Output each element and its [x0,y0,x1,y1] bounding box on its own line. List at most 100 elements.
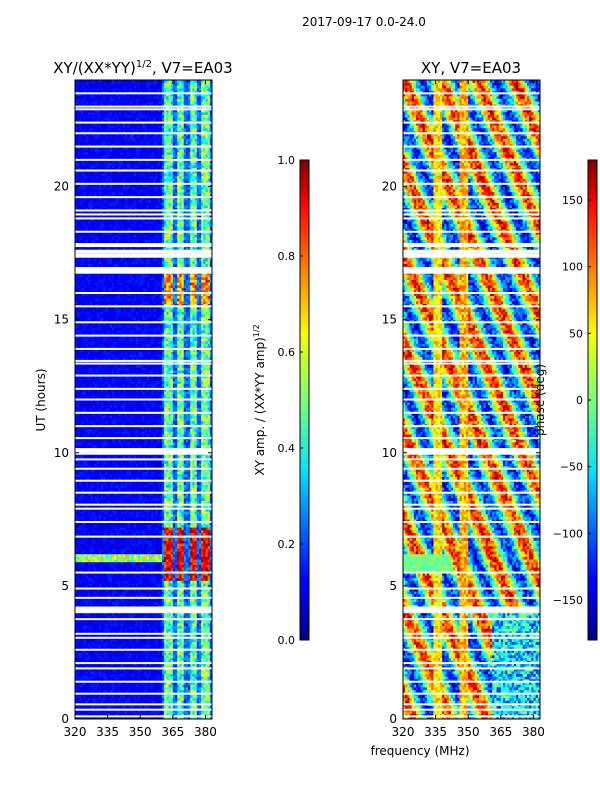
left-heatmap-cell [107,519,111,523]
left-heatmap-cell [151,655,154,659]
left-heatmap-cell [172,567,176,571]
left-heatmap-cell [188,628,191,632]
left-heatmap-cell [148,668,152,672]
left-heatmap-cell [83,516,87,520]
left-heatmap-cell [133,513,137,517]
left-heatmap-cell [75,655,78,659]
left-heatmap-cell [81,543,84,547]
left-heatmap-cell [103,519,106,523]
left-heatmap-cell [181,524,185,528]
left-heatmap-cell [107,681,111,685]
left-heatmap-cell [94,660,98,664]
left-heatmap-cell [90,516,93,520]
left-heatmap-cell [181,567,185,571]
left-heatmap-cell [205,561,208,565]
left-heatmap-cell [131,628,135,632]
left-heatmap-cell [135,527,139,531]
left-heatmap-cell [201,572,204,576]
left-heatmap-cell [151,620,154,624]
left-heatmap-cell [183,681,187,685]
left-heatmap-cell [179,639,182,643]
left-heatmap-cell [177,540,180,544]
left-heatmap-cell [177,679,180,683]
left-heatmap-cell [118,711,121,714]
left-heatmap-cell [183,639,187,643]
left-heatmap-cell [94,545,98,549]
left-heatmap-cell [177,647,180,651]
left-heatmap-cell [205,633,208,637]
left-heatmap-cell [148,580,152,584]
left-heatmap-cell [85,615,89,619]
left-heatmap-cell [105,529,108,533]
left-heatmap-cell [92,716,95,719]
left-heatmap-cell [92,548,95,552]
left-heatmap-cell [148,524,152,528]
left-heatmap-cell [209,537,212,541]
left-heatmap-cell [114,641,117,645]
left-heatmap-cell [164,625,167,629]
left-heatmap-cell [116,649,119,653]
left-heatmap-cell [101,615,104,619]
left-heatmap-cell [192,644,195,648]
left-heatmap-cell [133,529,137,533]
left-heatmap-cell [142,700,145,704]
left-heatmap-cell [159,553,163,557]
left-heatmap-cell [85,521,89,525]
left-heatmap-cell [177,681,180,685]
left-heatmap-cell [140,604,143,608]
left-heatmap-cell [114,516,117,520]
left-heatmap-cell [114,551,117,555]
left-heatmap-cell [88,532,91,536]
left-heatmap-cell [168,671,171,675]
left-heatmap-cell [201,644,204,648]
left-heatmap-cell [116,564,119,568]
left-heatmap-cell [105,516,108,520]
left-heatmap-cell [88,631,91,635]
left-heatmap-cell [131,625,135,629]
left-heatmap-cell [138,540,141,544]
left-heatmap-cell [157,601,161,605]
left-heatmap-cell [83,532,87,536]
left-heatmap-cell [205,641,208,645]
left-heatmap-cell [201,564,204,568]
left-heatmap-cell [77,567,80,571]
left-heatmap-cell [146,508,150,512]
left-heatmap-cell [183,601,187,605]
left-heatmap-cell [192,615,195,619]
left-heatmap-cell [98,668,102,672]
left-heatmap-cell [92,553,95,557]
left-heatmap-cell [161,532,165,536]
left-heatmap-cell [116,569,119,573]
left-heatmap-cell [194,511,198,515]
left-heatmap-cell [209,508,212,512]
left-heatmap-cell [103,585,106,589]
left-heatmap-cell [135,644,139,648]
left-heatmap-cell [118,511,121,515]
left-heatmap-cell [92,511,95,515]
left-heatmap-cell [122,652,126,656]
left-heatmap-cell [190,540,193,544]
left-heatmap-cell [77,620,80,624]
left-heatmap-cell [196,508,200,512]
left-heatmap-cell [75,687,78,691]
left-heatmap-cell [209,705,212,709]
left-heatmap-cell [188,545,191,549]
left-heatmap-cell [142,516,145,520]
left-heatmap-cell [144,524,148,528]
left-heatmap-cell [83,705,87,709]
left-heatmap-cell [125,561,128,565]
left-heatmap-cell [205,695,208,698]
left-heatmap-cell [101,537,104,541]
left-heatmap-cell [109,641,113,645]
left-heatmap-cell [153,537,156,541]
left-heatmap-cell [175,679,178,683]
left-heatmap-cell [101,657,104,661]
left-heatmap-cell [153,628,156,632]
left-heatmap-cell [172,612,176,616]
left-heatmap-cell [205,644,208,648]
left-heatmap-cell [142,588,145,592]
left-heatmap-cell [120,575,124,579]
left-heatmap-cell [159,671,163,675]
left-heatmap-cell [181,548,185,552]
left-heatmap-cell [181,673,185,677]
